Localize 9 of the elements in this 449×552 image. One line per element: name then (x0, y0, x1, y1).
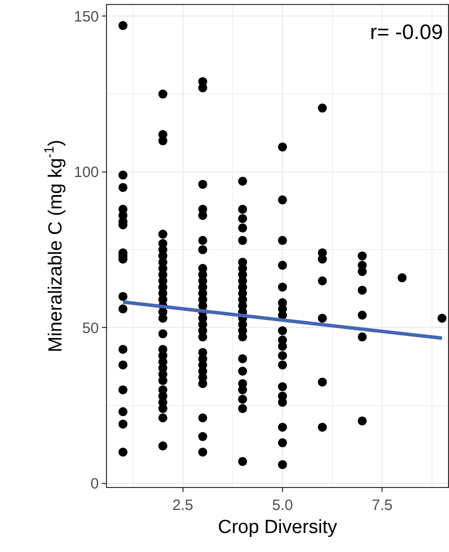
y-tick-label: 100 (74, 164, 99, 182)
y-tick-label: 150 (74, 8, 99, 26)
x-tick-label: 2.5 (172, 497, 194, 514)
annotation: r= -0.09 (370, 21, 443, 44)
y-tick-label: 0 (90, 476, 99, 493)
x-axis-title: Crop Diversity (218, 516, 338, 538)
y-tick-label: 50 (82, 320, 99, 337)
x-tick-label: 7.5 (372, 497, 393, 514)
x-tick-label: 5.0 (272, 497, 293, 514)
